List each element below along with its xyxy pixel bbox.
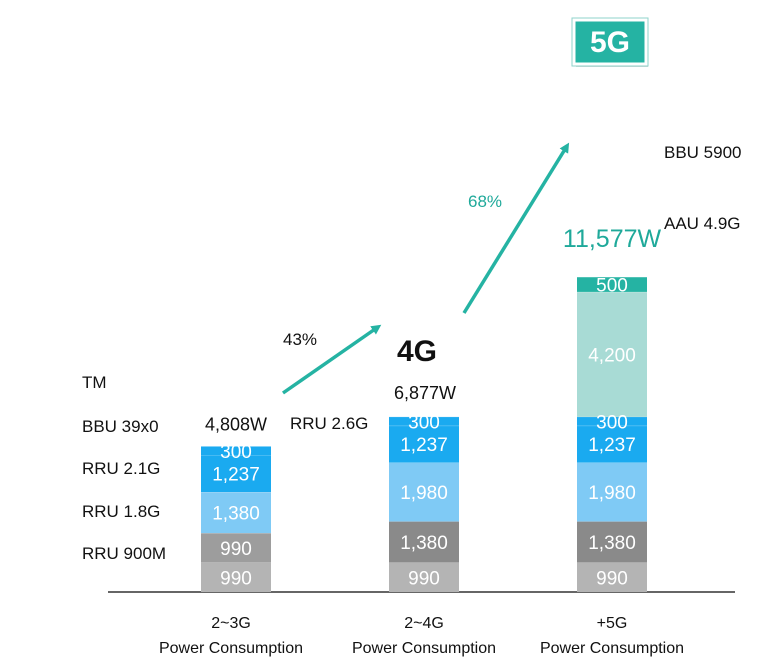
bar-3-value-label: 500 [596,275,628,296]
bar-2-segment-rru-1-8g [389,521,459,563]
bar-1-total-label: 4,808W [205,414,267,434]
growth-arrow-2 [462,142,570,314]
bar-1-segment-bbu-39x0 [201,455,271,493]
bar-3-segment-aau-4-9g [577,291,647,417]
bar-1-value-label: 1,380 [212,504,260,525]
bar-1-value-label: 300 [220,442,252,463]
bar-3-total-label: 11,577W [563,225,662,253]
growth-arrow-1 [282,324,382,395]
bar-1-value-label: 990 [220,539,252,560]
bar-2-value-label: 1,980 [400,483,448,504]
bar-1-segment-tm [201,446,271,456]
bar-3-value-label: 1,237 [588,435,636,456]
bar-1-segment-rru-1-8g [201,533,271,563]
legend-label-tm: TM [82,373,107,392]
legend-label-aau-4-9g: AAU 4.9G [664,214,741,233]
bar-3-segment-bbu-39x0 [577,425,647,463]
bar-2-value-label: 1,380 [400,533,448,554]
bar-3-segment-bbu-5900 [577,277,647,292]
legend-label-rru-1-8g: RRU 1.8G [82,502,160,521]
bar-3-segment-rru-1-8g [577,521,647,563]
legend-label-rru-900m: RRU 900M [82,544,166,563]
badge-outline [571,17,649,67]
bar-1-value-label: 1,237 [212,465,260,486]
growth-percent-label-1: 43% [283,330,317,349]
legend-label-bbu-39x0: BBU 39x0 [82,417,159,436]
bar-3-segment-rru-2-6g [577,462,647,522]
bar-3-value-label: 1,980 [588,483,636,504]
legend-label-rru-2-6g: RRU 2.6G [290,414,368,433]
legend-label-rru-2-1g: RRU 2.1G [82,459,160,478]
bar-3-value-label: 1,380 [588,533,636,554]
bar-1-segment-rru-2-1g [201,492,271,534]
bar-3-segment-tm [577,416,647,426]
category-label-3-line2: Power Consumption [540,640,684,657]
bar-2-segment-tm [389,416,459,426]
generation-label-4g: 4G [397,335,437,368]
legend-label-bbu-5900: BBU 5900 [664,143,742,162]
bar-1-value-label: 990 [220,568,252,589]
bar-2-segment-rru-900m [389,562,459,592]
bar-3-value-label: 300 [596,412,628,433]
bar-2-total-label: 6,877W [394,383,456,403]
category-label-1-line2: Power Consumption [159,640,303,657]
bar-3-value-label: 990 [596,568,628,589]
bar-2-segment-rru-2-6g [389,462,459,522]
bar-2-value-label: 990 [408,568,440,589]
bar-2-value-label: 1,237 [400,435,448,456]
bar-3-segment-rru-900m [577,562,647,592]
category-label-2-line1: 2~4G [404,615,444,632]
growth-percent-label-2: 68% [468,192,502,211]
category-label-3-line1: +5G [597,615,628,632]
bar-3-value-label: 4,200 [588,345,636,366]
bar-2-value-label: 300 [408,412,440,433]
bar-2-segment-bbu-39x0 [389,425,459,463]
category-label-1-line1: 2~3G [211,615,251,632]
generation-label-5g: 5G [590,26,630,59]
generation-badge-5g [572,18,648,66]
bar-1-segment-rru-900m [201,562,271,592]
category-label-2-line2: Power Consumption [352,640,496,657]
